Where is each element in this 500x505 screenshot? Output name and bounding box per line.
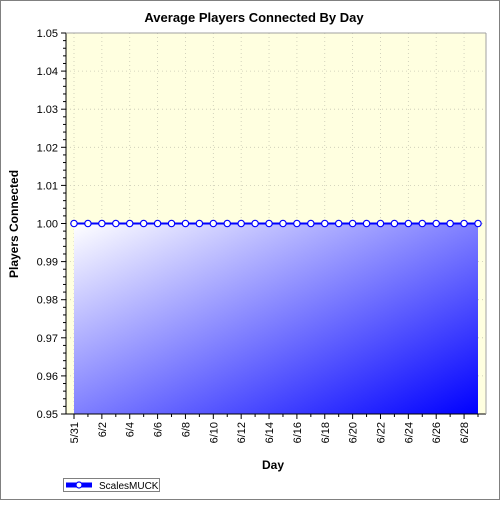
y-axis-title: Players Connected [7,170,21,278]
x-tick-label: 6/10 [208,422,220,443]
y-tick-label: 0.97 [37,333,58,345]
data-point [251,219,259,228]
x-tick-label: 6/14 [264,422,276,443]
y-tick-label: 1.04 [37,66,58,78]
data-point [446,219,454,228]
x-tick-label: 6/2 [97,422,109,437]
data-point [362,219,371,228]
data-point [334,219,343,228]
x-tick-label: 6/22 [375,422,387,443]
y-tick-label: 0.95 [37,409,58,421]
x-tick-label: 6/6 [153,422,165,437]
y-tick-label: 0.99 [37,257,58,269]
data-point [474,219,482,228]
data-point [390,219,399,228]
data-point [293,219,301,228]
y-tick-label: 1.03 [37,104,58,116]
legend-label: ScalesMUCK [99,481,159,492]
data-point [265,219,273,228]
data-point [70,219,78,228]
y-tick-label: 0.98 [37,295,58,307]
data-point [98,219,106,228]
y-tick-label: 1.05 [37,28,58,40]
data-point [111,219,120,228]
data-point [125,219,134,228]
data-point [307,219,315,228]
data-point [209,219,218,228]
y-tick-label: 0.96 [37,371,58,383]
x-tick-label: 6/24 [403,422,415,443]
legend-marker-swatch [75,481,83,489]
data-point [237,219,245,228]
data-point [195,219,204,228]
x-tick-label: 6/8 [180,422,192,437]
data-point [418,219,427,228]
y-tick-label: 1.01 [37,180,58,192]
data-point [404,219,413,228]
data-point [139,219,148,228]
x-tick-label: 6/26 [431,422,443,443]
data-point [223,219,232,228]
x-axis-title: Day [262,458,284,472]
x-tick-label: 6/28 [459,422,471,443]
x-tick-label: 6/4 [125,422,137,437]
x-tick-label: 6/12 [236,422,248,443]
x-tick-label: 6/18 [320,422,332,443]
data-point [460,219,468,228]
area-fill [74,223,478,414]
data-point [167,219,176,228]
data-point [279,219,287,228]
x-tick-label: 6/20 [348,422,360,443]
data-point [320,219,329,228]
data-point [153,219,162,228]
legend: ScalesMUCK [63,478,160,492]
data-point [84,219,92,228]
chart-title: Average Players Connected By Day [144,10,364,25]
data-point [432,219,441,228]
x-tick-label: 6/16 [292,422,304,443]
x-tick-label: 5/31 [69,422,81,443]
data-point [181,219,190,228]
y-tick-label: 1.00 [37,219,58,231]
legend-box [63,478,160,492]
data-point [348,219,357,228]
y-tick-label: 1.02 [37,142,58,154]
data-point [376,219,385,228]
